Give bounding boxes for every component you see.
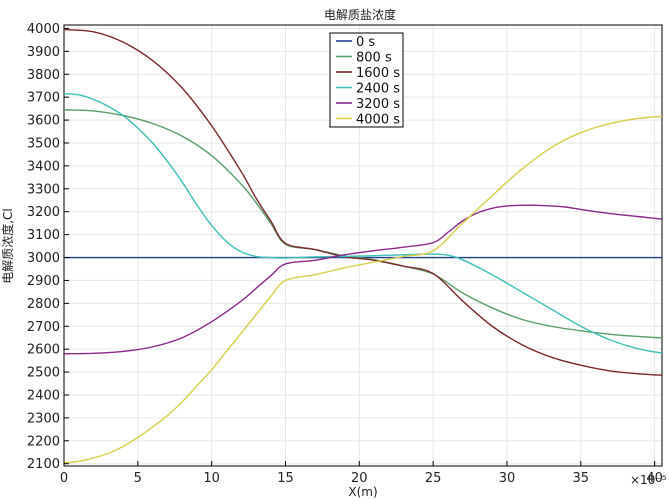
series-line-1	[64, 109, 662, 339]
x-axis-multiplier: ×10⁻⁵	[630, 473, 667, 487]
x-tick-label: 40	[646, 471, 663, 486]
plot-area	[63, 24, 663, 467]
series-line-5	[64, 115, 662, 464]
legend-box	[329, 32, 404, 128]
legend-label-0: 0 s	[356, 35, 375, 50]
series-line-2	[64, 28, 662, 376]
x-tick-label: 5	[134, 471, 142, 486]
ticks: 2100220023002400250026002700280029003000…	[27, 22, 663, 486]
x-tick-label: 30	[499, 471, 516, 486]
legend-label-2: 1600 s	[356, 66, 400, 81]
y-tick-label: 2400	[27, 388, 60, 403]
y-tick-label: 3900	[27, 45, 60, 60]
y-axis-label: 电解质浓度,Cl	[0, 208, 15, 284]
x-axis-label: X(m)	[348, 485, 377, 499]
legend-label-3: 2400 s	[356, 82, 400, 97]
y-tick-label: 3000	[27, 251, 60, 266]
y-tick-label: 2200	[27, 434, 60, 449]
y-tick-label: 2700	[27, 320, 60, 335]
y-tick-label: 2500	[27, 366, 60, 381]
x-tick-label: 20	[351, 471, 368, 486]
series-layer	[64, 28, 662, 464]
x-tick-label: 25	[425, 471, 442, 486]
y-tick-label: 2300	[27, 411, 60, 426]
y-tick-label: 2800	[27, 297, 60, 312]
legend-label-5: 4000 s	[356, 113, 400, 128]
y-tick-label: 3200	[27, 205, 60, 220]
y-tick-label: 2900	[27, 274, 60, 289]
y-tick-label: 3700	[27, 91, 60, 106]
y-tick-label: 4000	[27, 22, 60, 37]
legend-label-1: 800 s	[356, 51, 392, 66]
y-tick-label: 2600	[27, 343, 60, 358]
chart-title: 电解质盐浓度	[324, 7, 396, 22]
x-tick-label: 15	[277, 471, 294, 486]
y-tick-label: 3600	[27, 114, 60, 129]
legend-label-4: 3200 s	[356, 97, 400, 112]
x-tick-label: 35	[573, 471, 590, 486]
series-line-3	[64, 93, 662, 354]
series-line-4	[64, 204, 662, 355]
y-tick-label: 3100	[27, 228, 60, 243]
y-tick-label: 3300	[27, 182, 60, 197]
y-tick-label: 3400	[27, 159, 60, 174]
y-tick-label: 3800	[27, 68, 60, 83]
x-tick-label: 10	[203, 471, 220, 486]
y-tick-label: 2100	[27, 457, 60, 472]
x-tick-label: 0	[60, 471, 68, 486]
y-tick-label: 3500	[27, 136, 60, 151]
